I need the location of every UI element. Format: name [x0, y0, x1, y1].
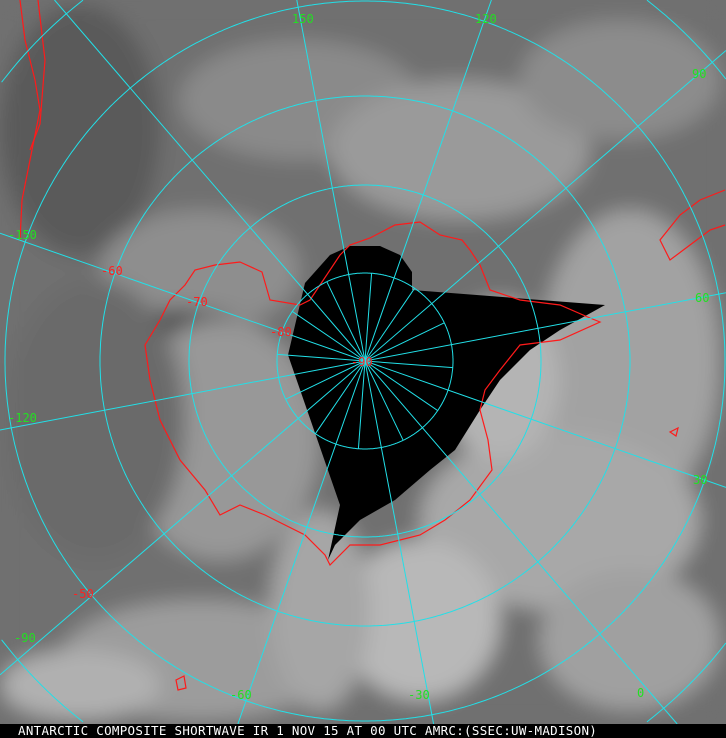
latitude-circle: [646, 0, 726, 80]
longitude-label: 30: [693, 473, 707, 487]
meridian-line: [364, 360, 438, 412]
image-caption: ANTARCTIC COMPOSITE SHORTWAVE IR 1 NOV 1…: [0, 724, 726, 738]
longitude-label: 0: [637, 686, 644, 700]
meridian-line: [0, 360, 366, 676]
latitude-circle: [1, 639, 84, 723]
longitude-label: -90: [14, 631, 36, 645]
meridian-line: [364, 50, 726, 362]
latitude-circle: [1, 0, 84, 83]
latitude-label: -60: [101, 264, 123, 278]
latitude-label: -80: [270, 325, 292, 339]
meridian-line: [357, 360, 366, 449]
meridian-line: [292, 310, 366, 362]
meridian-line: [285, 360, 366, 400]
meridian-line: [364, 360, 726, 488]
latitude-circle: [276, 272, 454, 450]
latitude-label: -70: [186, 295, 208, 309]
new-zealand-coastline: [29, 0, 46, 151]
longitude-label: 90: [692, 67, 706, 81]
meridian-line: [237, 360, 366, 724]
meridian-line: [364, 360, 404, 441]
latitude-circle: [188, 184, 542, 538]
longitude-label: -30: [408, 688, 430, 702]
meridian-line: [364, 273, 373, 362]
latitude-circle: [99, 95, 631, 627]
latitude-circle: [4, 0, 726, 722]
latitude-label: -50: [72, 587, 94, 601]
coastline: [19, 0, 726, 691]
island: [175, 675, 187, 691]
latitude-circle: [646, 642, 726, 723]
meridian-line: [364, 322, 445, 362]
africa-coastline: [659, 189, 726, 261]
longitude-label: 60: [695, 291, 709, 305]
meridian-line: [364, 288, 416, 362]
longitude-label: 150: [292, 12, 314, 26]
meridian-line: [296, 0, 366, 362]
meridian-line: [277, 353, 366, 362]
meridian-line: [0, 360, 366, 431]
longitude-label: -120: [8, 411, 37, 425]
latitude-label: -90: [351, 355, 373, 369]
longitude-label: -150: [8, 228, 37, 242]
meridian-line: [54, 0, 366, 362]
meridian-line: [364, 292, 726, 362]
meridian-line: [314, 360, 366, 434]
meridian-line: [364, 360, 453, 369]
south-america-coastline: [19, 0, 41, 241]
meridian-line: [326, 281, 366, 362]
grid-labels: 150 120 90 60 30 0 -30 -60 -90 -120 -150 -50 -60 -70 -…: [8, 12, 709, 702]
longitude-label: -60: [230, 688, 252, 702]
meridian-line: [364, 360, 435, 724]
longitude-label: 120: [475, 12, 497, 26]
meridian-line: [0, 232, 366, 362]
meridian-line: [364, 360, 678, 724]
island: [668, 426, 679, 437]
antarctica-coastline: [144, 221, 602, 567]
meridian-line: [364, 0, 492, 362]
